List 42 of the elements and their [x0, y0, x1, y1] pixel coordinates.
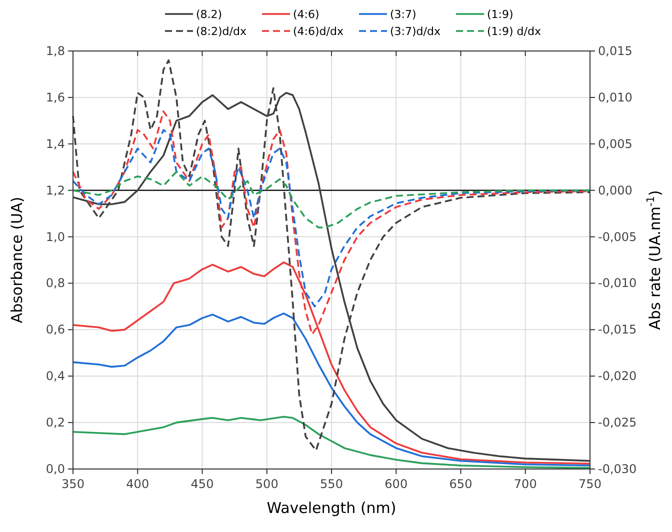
y2-tick-label: 0,000 [598, 183, 632, 198]
y2-tick-label: 0,010 [598, 90, 632, 104]
y2-tick-label: -0,020 [598, 369, 637, 384]
y-tick-label: 0,6 [46, 322, 65, 337]
x-tick-label: 500 [255, 477, 278, 491]
legend-label: (8.2) [196, 8, 222, 21]
x-tick-label: 350 [62, 477, 84, 491]
y2-tick-label: -0,005 [598, 230, 637, 244]
x-tick-label: 450 [190, 477, 214, 491]
legend-label: (4:6)d/dx [293, 25, 344, 38]
x-tick-label: 750 [578, 477, 602, 491]
y-tick-label: 1,2 [46, 183, 65, 198]
y-axis-title: Absorbance (UA) [8, 196, 26, 324]
y2-tick-label: 0,005 [598, 136, 632, 151]
line-series [72, 129, 591, 308]
y2-tick-label: -0,030 [598, 462, 637, 476]
line-series [72, 170, 591, 228]
x-tick-label: 700 [514, 477, 537, 491]
legend-label: (1:9) d/dx [487, 25, 542, 38]
y-tick-label: 0,0 [46, 462, 65, 476]
y-tick-label: 1,6 [46, 90, 65, 104]
legend-label: (4:6) [293, 8, 320, 21]
x-tick-label: 550 [320, 477, 343, 491]
y2-tick-label: 0,015 [598, 44, 632, 58]
y-tick-label: 1,4 [46, 136, 65, 151]
y2-tick-label: -0,025 [598, 416, 637, 430]
x-tick-label: 600 [384, 477, 408, 491]
y-tick-label: 1,0 [46, 230, 65, 244]
legend-label: (3:7)d/dx [390, 25, 441, 38]
y2-tick-label: -0,015 [598, 322, 637, 337]
line-series [72, 312, 591, 466]
x-tick-label: 650 [449, 477, 472, 491]
legend-label: (1:9) [487, 8, 514, 21]
legend-label: (8:2)d/dx [196, 25, 247, 38]
legend-label: (3:7) [390, 8, 416, 21]
y2-tick-label: -0,010 [598, 276, 637, 290]
x-axis-title: Wavelength (nm) [266, 499, 396, 517]
y-tick-label: 0,8 [46, 276, 65, 290]
x-tick-label: 400 [126, 477, 150, 491]
y-tick-label: 1,8 [46, 44, 65, 58]
y-tick-label: 0,4 [46, 369, 65, 384]
y-tick-label: 0,2 [46, 416, 65, 430]
